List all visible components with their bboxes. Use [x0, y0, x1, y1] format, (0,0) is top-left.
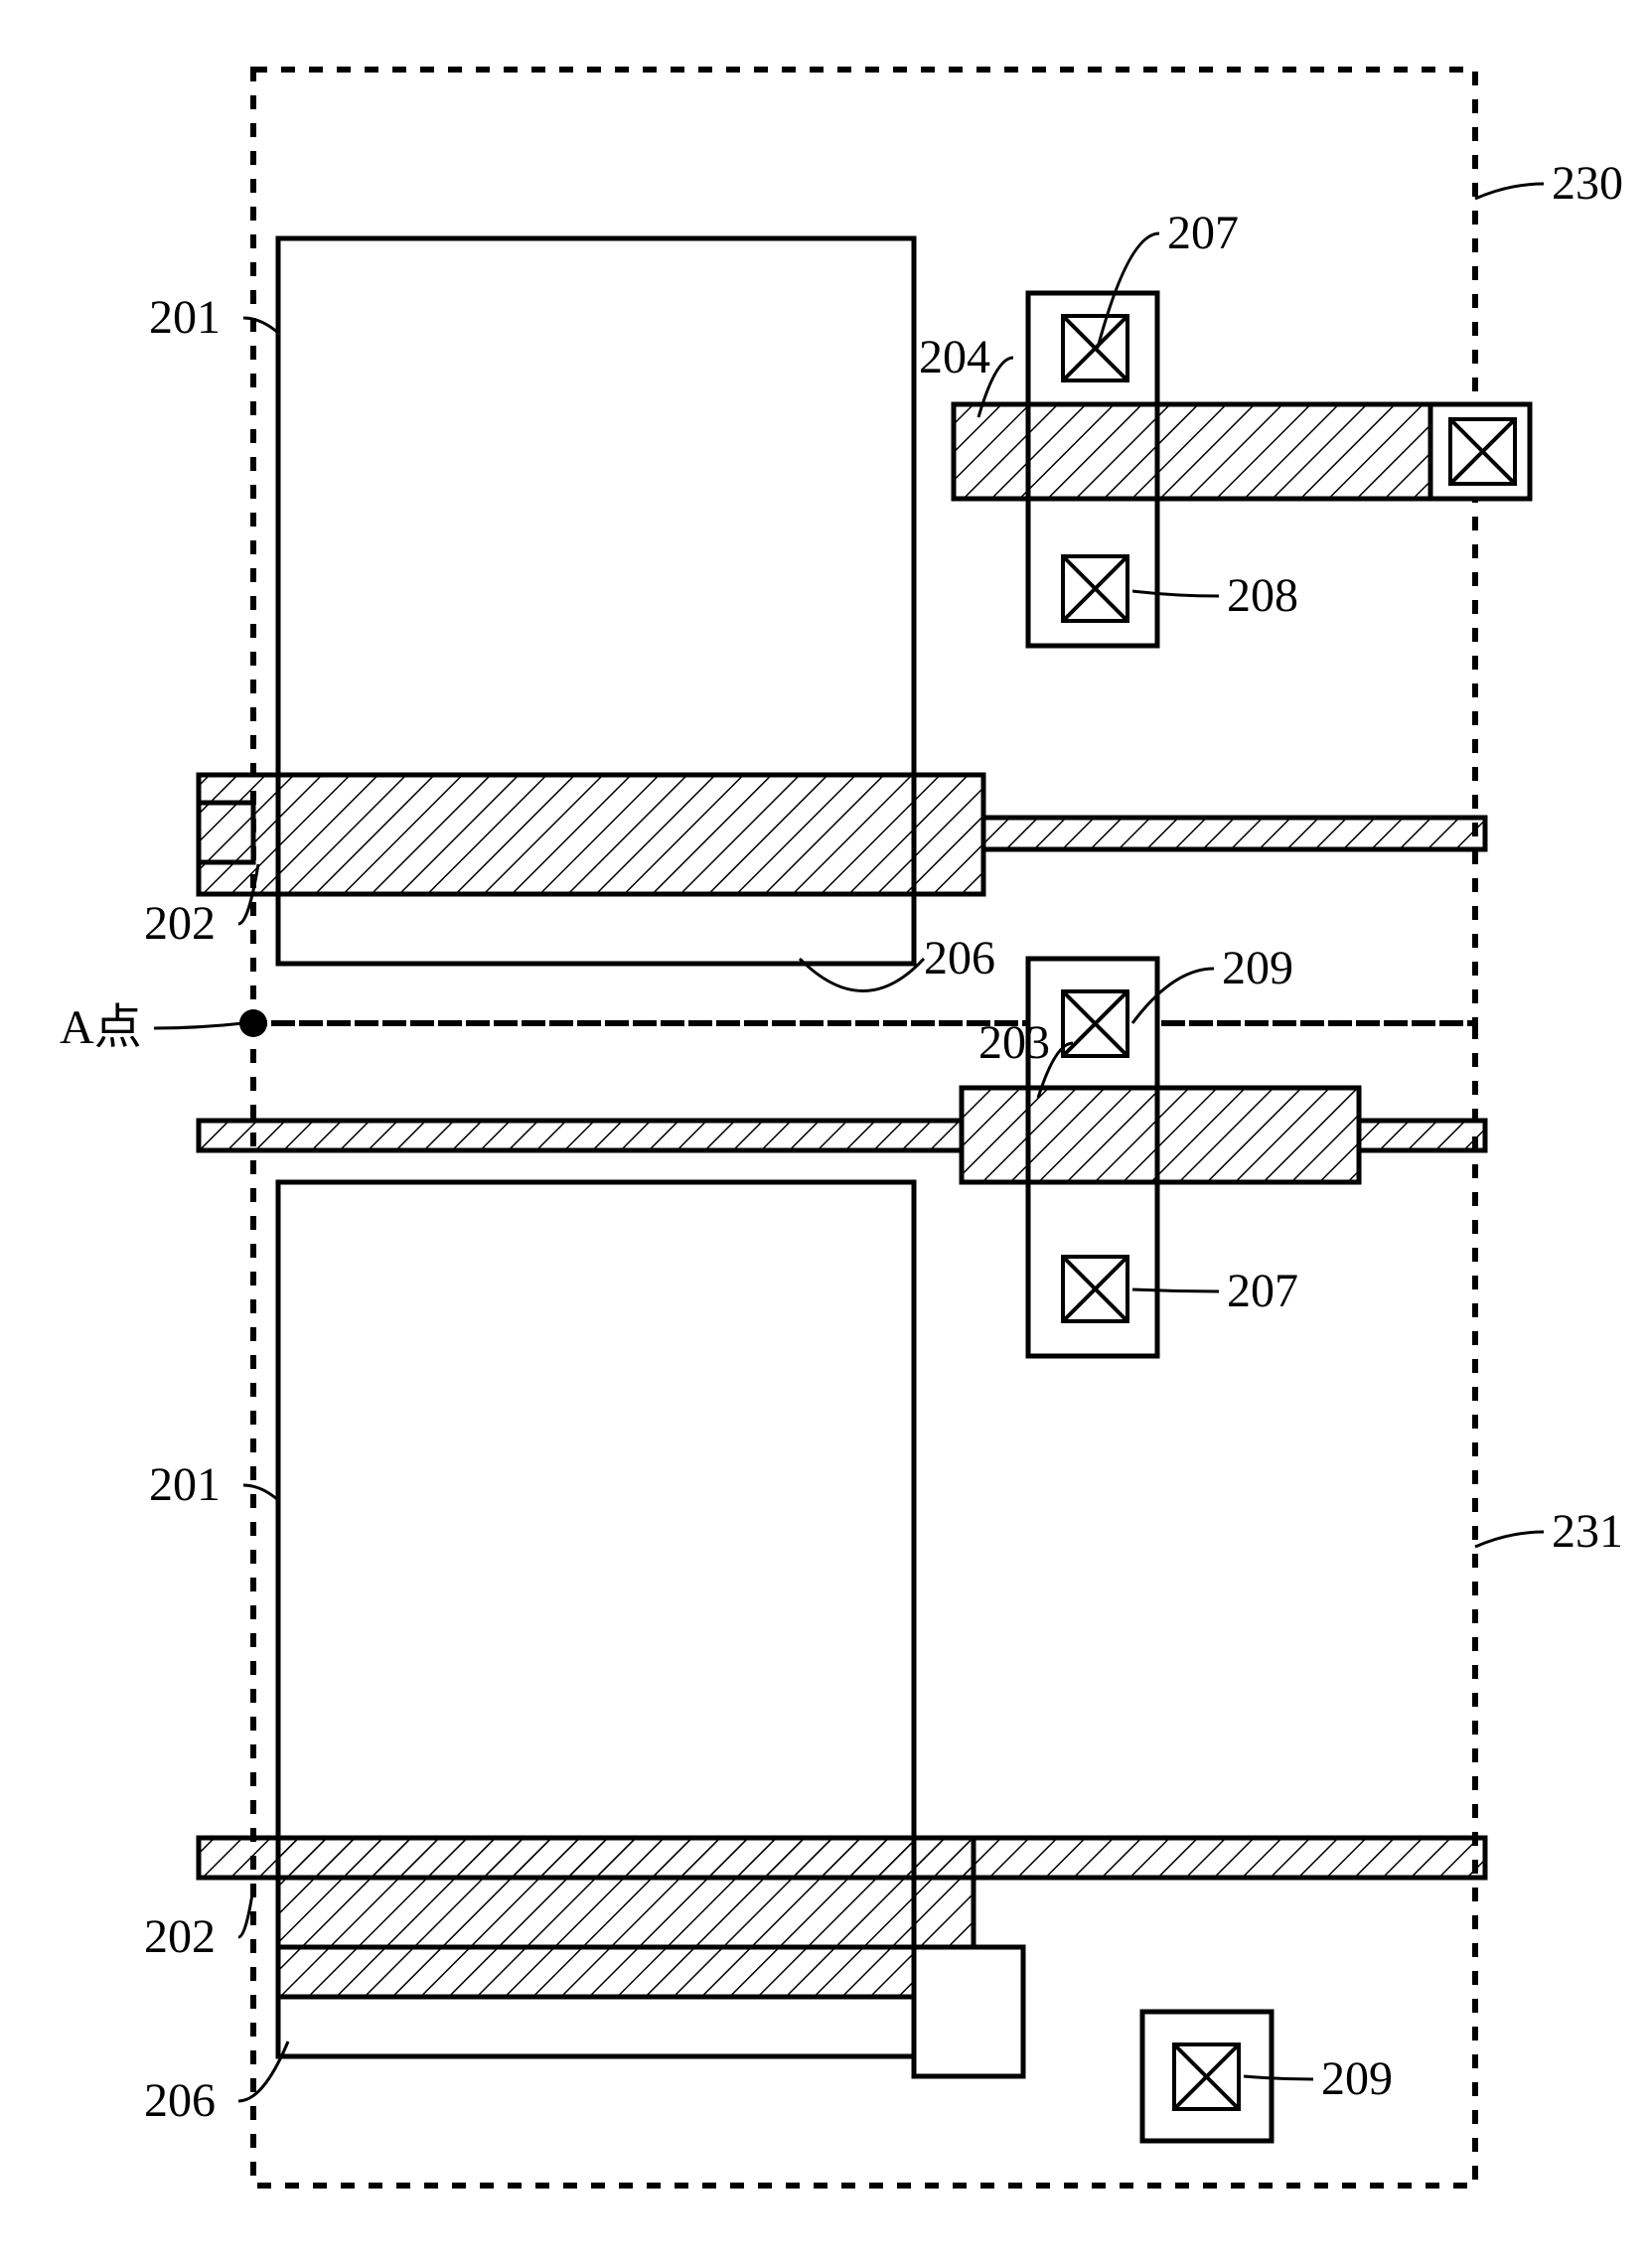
label-230: 230: [1552, 157, 1623, 210]
leader-A: [154, 1023, 243, 1028]
label-209b: 209: [1321, 2052, 1393, 2105]
leader-201a: [243, 318, 278, 333]
label-231: 231: [1552, 1505, 1623, 1558]
box-206-lower: [278, 1997, 914, 2056]
leader-230: [1475, 184, 1544, 199]
label-202a: 202: [144, 897, 216, 950]
bar-202-lower-body: [278, 1838, 974, 1997]
bar-202-upper: [199, 775, 983, 894]
label-201a: 201: [149, 291, 221, 344]
bar-202-tail-upper: [983, 818, 1485, 849]
diagram-root: 203 204 208 230 231 207 201 202 206 209 A点 207 201 20…: [0, 0, 1651, 2268]
a-point-dot: [239, 1009, 267, 1037]
label-201b: 201: [149, 1458, 221, 1511]
bar-203: [962, 1088, 1359, 1182]
label-207b: 207: [1227, 1265, 1298, 1317]
label-206a: 206: [924, 932, 995, 984]
drop-209: [914, 1947, 1023, 2076]
leader-207b: [1132, 1289, 1219, 1291]
label-A: A点: [60, 1001, 142, 1054]
label-209a: 209: [1222, 942, 1293, 994]
label-207a: 207: [1167, 207, 1239, 259]
label-202b: 202: [144, 1910, 216, 1963]
box-206-upper: [278, 894, 914, 964]
box-201-lower: [278, 1182, 914, 1947]
label-206b: 206: [144, 2074, 216, 2127]
bar-203-tail-left: [199, 1121, 962, 1150]
label-204: 204: [919, 331, 990, 383]
bar-204: [954, 404, 1440, 499]
bar-203-tail-right: [1359, 1121, 1485, 1150]
label-203: 203: [978, 1016, 1050, 1069]
leader-231: [1475, 1532, 1544, 1547]
label-208: 208: [1227, 569, 1298, 622]
leader-201b: [243, 1485, 278, 1500]
